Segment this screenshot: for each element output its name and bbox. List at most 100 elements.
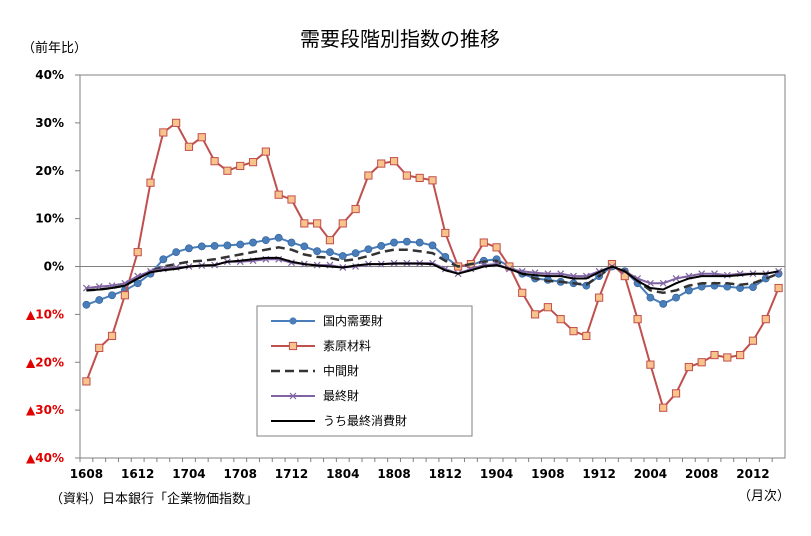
series-4 (86, 256, 779, 292)
axes: 40% 30% 20% 10% 0% ▲10% ▲20% ▲30% ▲40% 1608 1612 17… (26, 68, 786, 481)
data-point (210, 157, 219, 166)
data-point (748, 336, 758, 345)
data-point (415, 173, 424, 183)
legend-marker (289, 317, 297, 325)
data-point (159, 255, 168, 264)
data-point (351, 204, 360, 214)
data-point (774, 283, 783, 293)
legend-label: うち最終消費財 (323, 413, 407, 428)
data-point (287, 195, 296, 204)
data-point (274, 190, 283, 199)
y-tick-label: 10% (35, 212, 64, 226)
data-point (185, 244, 193, 253)
series-layer (82, 118, 783, 412)
data-point (556, 315, 565, 324)
legend-marker (289, 392, 297, 400)
data-point (313, 247, 322, 256)
data-point (261, 147, 270, 156)
data-point (197, 242, 206, 251)
data-point (518, 288, 527, 297)
data-point (390, 238, 398, 247)
legend-label: 中間財 (323, 363, 359, 378)
data-point (441, 228, 450, 238)
data-point (313, 219, 322, 228)
data-point (133, 248, 142, 257)
data-point (633, 315, 642, 324)
y-tick-label: ▲20% (26, 355, 64, 369)
data-point (223, 241, 232, 250)
data-point (377, 159, 386, 168)
x-tick-label: 1612 (121, 467, 154, 481)
x-tick-label: 2012 (736, 467, 769, 481)
data-point (595, 293, 604, 302)
data-point (723, 353, 732, 362)
data-point (210, 242, 219, 250)
data-point (671, 389, 681, 398)
series-0 (82, 233, 783, 309)
data-point (274, 233, 283, 242)
series-line (86, 246, 780, 295)
data-point (659, 299, 668, 308)
source-note: （資料）日本銀行「企業物価指数」 (50, 491, 258, 507)
data-point (415, 238, 424, 247)
data-point (569, 327, 578, 336)
x-tick-label: 1708 (224, 467, 257, 481)
legend-label: 最終財 (323, 388, 359, 403)
data-point (249, 238, 257, 247)
data-point (236, 240, 245, 249)
data-point (300, 242, 309, 251)
y-tick-label: 30% (35, 116, 64, 130)
data-point (684, 362, 693, 372)
y-tick-label: ▲40% (26, 451, 64, 465)
data-point (325, 236, 335, 245)
data-point (338, 252, 347, 260)
x-tick-label: 2008 (685, 467, 718, 481)
data-point (197, 133, 206, 142)
data-point (377, 242, 386, 250)
legend-label: 素原材料 (323, 339, 371, 353)
data-point (300, 219, 309, 228)
data-point (479, 238, 488, 247)
data-point (82, 300, 91, 309)
y-tick-label: 40% (35, 68, 64, 82)
data-point (364, 245, 373, 254)
y-tick-label: 0% (44, 260, 64, 274)
x-tick-label: 2004 (634, 467, 667, 481)
data-point (107, 331, 117, 341)
x-axis-unit-label: （月次） (738, 488, 790, 504)
data-point (492, 243, 501, 252)
series-1 (82, 118, 783, 412)
data-point (761, 315, 770, 324)
data-point (146, 178, 155, 187)
legend-marker (288, 341, 298, 351)
y-tick-label: ▲30% (26, 403, 64, 417)
data-point (82, 377, 91, 386)
data-point (428, 176, 437, 185)
chart-title: 需要段階別指数の推移 (300, 27, 500, 51)
data-point (646, 293, 655, 302)
data-point (659, 279, 667, 287)
data-point (159, 128, 168, 137)
x-tick-label: 1808 (377, 467, 410, 481)
data-point (402, 171, 411, 180)
data-point (530, 310, 540, 319)
data-point (659, 403, 668, 412)
data-point (287, 238, 296, 247)
data-point (172, 248, 181, 257)
data-point (261, 236, 270, 245)
data-point (338, 219, 347, 228)
x-tick-label: 1608 (70, 467, 103, 481)
x-tick-label: 1712 (275, 467, 308, 481)
data-point (133, 279, 142, 288)
y-tick-label: ▲10% (26, 307, 64, 321)
data-point (184, 142, 194, 151)
data-point (326, 248, 334, 257)
series-3 (82, 255, 783, 292)
data-point (120, 291, 129, 300)
data-point (646, 279, 654, 287)
data-point (95, 296, 104, 304)
data-point (428, 241, 437, 250)
series-2 (86, 246, 780, 295)
data-point (749, 283, 757, 291)
